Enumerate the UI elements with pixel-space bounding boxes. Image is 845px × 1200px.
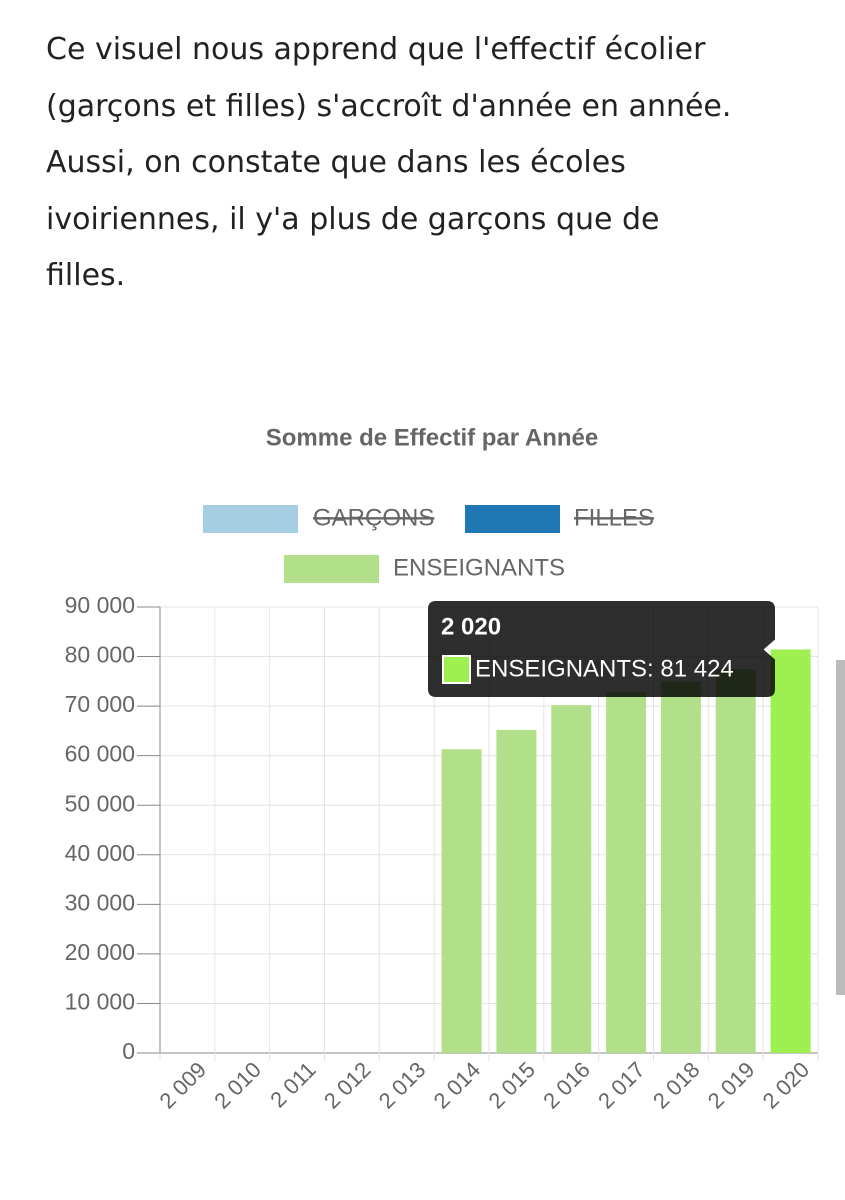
y-tick-label: 50 000 xyxy=(65,790,135,816)
tooltip-label: ENSEIGNANTS: 81 424 xyxy=(475,655,734,682)
tooltip-swatch xyxy=(442,655,471,684)
x-tick-label: 2 015 xyxy=(483,1057,540,1114)
bar xyxy=(606,692,647,1053)
tooltip-title: 2 020 xyxy=(441,613,501,640)
x-tick-label: 2 016 xyxy=(538,1057,595,1114)
x-tick-label: 2 017 xyxy=(593,1057,650,1114)
paragraph-line: filles. xyxy=(46,258,126,293)
y-tick-label: 10 000 xyxy=(65,989,135,1015)
y-tick-label: 40 000 xyxy=(65,840,135,866)
legend-swatch[interactable] xyxy=(465,505,560,533)
y-tick-label: 60 000 xyxy=(65,741,135,767)
y-tick-label: 0 xyxy=(122,1038,135,1064)
paragraph-line: Aussi, on constate que dans les écoles xyxy=(46,145,626,180)
legend-label[interactable]: ENSEIGNANTS xyxy=(393,554,565,581)
legend-swatch[interactable] xyxy=(284,555,379,583)
paragraph-line: Ce visuel nous apprend que l'effectif éc… xyxy=(46,32,706,67)
paragraph-line: ivoiriennes, il y'a plus de garçons que … xyxy=(46,201,660,237)
bar xyxy=(496,729,537,1053)
x-tick-label: 2 014 xyxy=(429,1057,486,1114)
x-tick-label: 2 011 xyxy=(265,1057,320,1112)
y-tick-label: 70 000 xyxy=(65,691,135,717)
legend-label[interactable]: GARÇONS xyxy=(313,504,434,531)
x-tick-label: 2 018 xyxy=(648,1057,705,1114)
paragraph-line: (garçons et filles) s'accroît d'année en… xyxy=(46,88,732,124)
x-tick-label: 2 020 xyxy=(758,1057,815,1114)
legend-label[interactable]: FILLES xyxy=(574,504,654,531)
chart-title: Somme de Effectif par Année xyxy=(266,424,599,451)
x-tick-label: 2 009 xyxy=(154,1057,211,1114)
bar xyxy=(770,649,811,1053)
bar xyxy=(441,749,482,1053)
x-tick-label: 2 012 xyxy=(319,1057,376,1114)
tooltip-box xyxy=(428,601,775,697)
x-tick-label: 2 013 xyxy=(374,1057,431,1114)
scrollbar[interactable] xyxy=(836,660,845,995)
x-tick-label: 2 010 xyxy=(209,1057,266,1114)
y-tick-label: 90 000 xyxy=(65,592,135,618)
tooltip: 2 020 ENSEIGNANTS: 81 424 xyxy=(428,601,775,697)
x-tick-label: 2 019 xyxy=(703,1057,760,1114)
legend-swatch[interactable] xyxy=(203,505,298,533)
bar xyxy=(660,681,701,1053)
bar xyxy=(551,705,592,1053)
y-tick-label: 20 000 xyxy=(65,939,135,965)
paragraph: Ce visuel nous apprend que l'effectif éc… xyxy=(46,22,731,305)
y-tick-label: 80 000 xyxy=(65,642,135,668)
y-tick-label: 30 000 xyxy=(65,889,135,915)
bar xyxy=(715,668,756,1053)
